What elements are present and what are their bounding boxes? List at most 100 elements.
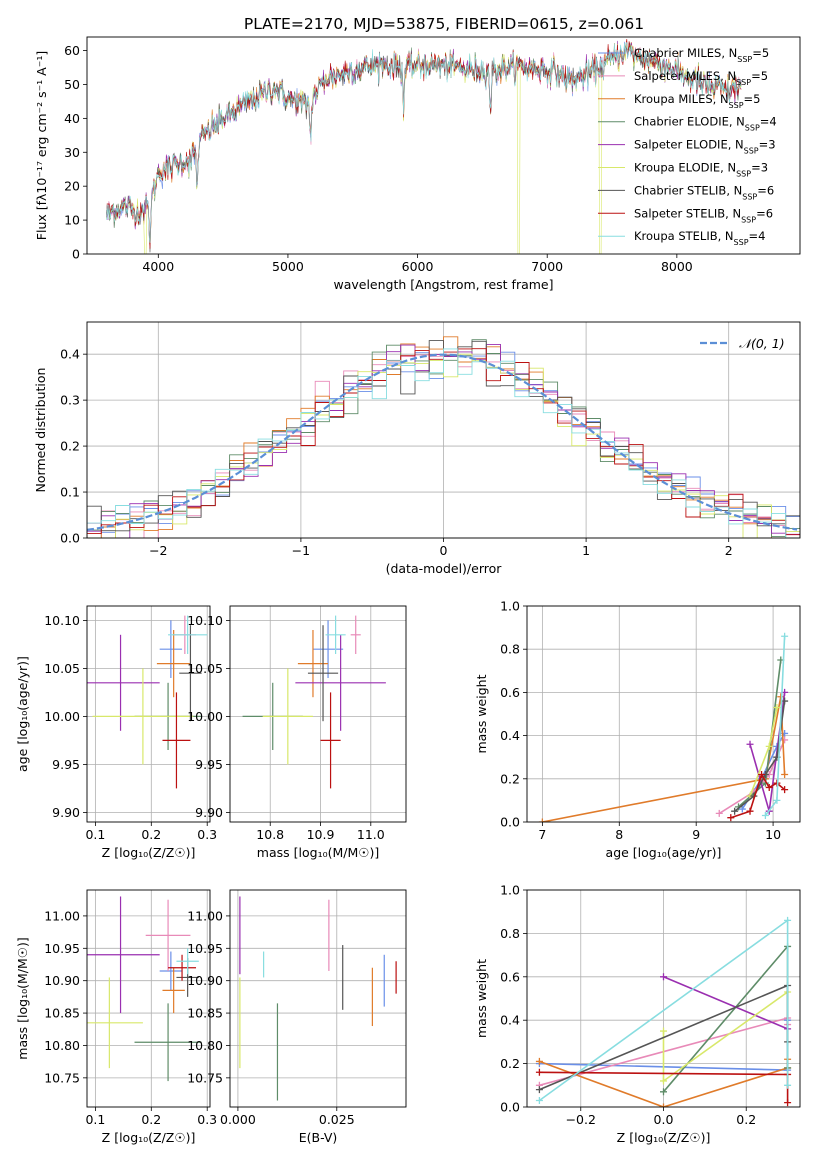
weight-marker	[660, 973, 667, 981]
y-tick-label: 0.8	[500, 642, 520, 657]
y-tick-label: 1.0	[500, 599, 520, 614]
weight-marker	[535, 1096, 543, 1104]
y-tick-label: 10.85	[187, 1006, 223, 1021]
errorbar-salpeter-miles	[145, 899, 191, 971]
x-tick-label: 0.3	[197, 1112, 217, 1127]
y-tick-label: 10.80	[44, 1038, 80, 1053]
y-tick-label: 10.05	[44, 661, 80, 676]
x-tick-label: 10.8	[256, 827, 284, 842]
y-tick-label: 60	[64, 43, 80, 58]
weight-marker	[746, 740, 754, 748]
panel-age-vs-Z: 0.1 0.2 0.3 9.90 9.95 10.00 10.05 10.10 Z [log₁₀…	[15, 605, 217, 860]
errorbar-salpeter-elodie	[295, 634, 386, 731]
y-tick-label: 50	[64, 77, 80, 92]
charts-layer: 4000 5000 6000 7000 80000102030405060wavelen…	[15, 36, 801, 1145]
panel-weight-vs-age: 7 8 9 10 0.0 0.2 0.4 0.6 0.8 1.0 age [log₁₀(age/yr…	[474, 599, 801, 860]
weight-marker	[660, 1077, 667, 1085]
y-axis-label: mass [log₁₀(M/M☉)]	[15, 937, 30, 1059]
axes-frame	[86, 36, 801, 255]
y-tick-label: 9.90	[195, 805, 223, 820]
legend-label-chabrier-stelib: Chabrier STELIB, NSSP=6	[634, 183, 774, 201]
weight-marker	[773, 796, 781, 804]
y-axis-label: mass weight	[474, 674, 489, 753]
y-tick-label: 0.4	[500, 1013, 520, 1028]
errorbar-salpeter-stelib	[320, 692, 341, 789]
panel-age-vs-mass: 10.8 10.9 11.0 9.90 9.95 10.00 10.05 10.10 mass …	[187, 605, 407, 860]
x-tick-label: 0.3	[197, 827, 217, 842]
y-axis-label: Normed distribution	[33, 368, 48, 493]
x-tick-label: 0	[440, 543, 448, 558]
y-tick-label: 0.0	[500, 815, 520, 830]
y-tick-label: 0.8	[500, 926, 520, 941]
x-axis-label: wavelength [Angstrom, rest frame]	[333, 277, 553, 292]
weight-marker	[727, 814, 735, 822]
x-tick-label: 0.000	[220, 1112, 256, 1127]
x-tick-label: 10	[765, 827, 781, 842]
weight-marker	[538, 818, 546, 822]
x-tick-label: 0.025	[319, 1112, 355, 1127]
y-tick-label: 10.95	[187, 941, 223, 956]
errorbar-chabrier-miles	[159, 951, 183, 991]
legend-label-kroupa-elodie: Kroupa ELODIE, NSSP=3	[634, 161, 768, 179]
y-tick-label: 0.0	[60, 531, 80, 546]
y-axis-label: mass weight	[474, 959, 489, 1038]
panel-weight-vs-Z: −0.2 0.0 0.2 0.0 0.2 0.4 0.6 0.8 1.0 Z [log₁₀(Z/Z…	[474, 883, 801, 1145]
y-tick-label: 0.6	[500, 969, 520, 984]
y-tick-label: 9.95	[52, 757, 80, 772]
errorbar-salpeter-stelib	[168, 954, 197, 981]
legend-label-normal: 𝒩(0, 1)	[739, 336, 785, 351]
x-tick-label: 6000	[402, 259, 434, 274]
y-tick-label: 10.85	[44, 1006, 80, 1021]
x-tick-label: 11.0	[357, 827, 385, 842]
panel-mass-vs-Z: 0.1 0.2 0.3 10.75 10.80 10.85 10.90 10.95 11.00 Z…	[15, 889, 217, 1145]
errorbar-kroupa-stelib	[325, 615, 346, 654]
spectrum-line-kroupa-stelib	[106, 41, 742, 243]
x-tick-label: 1	[582, 543, 590, 558]
weight-marker	[535, 1068, 543, 1076]
y-tick-label: 10.10	[44, 613, 80, 628]
weight-line	[542, 696, 786, 822]
plot-area	[87, 336, 800, 538]
y-tick-label: 9.90	[52, 805, 80, 820]
plot-area	[535, 916, 792, 1107]
x-tick-label: 0.1	[85, 827, 105, 842]
y-tick-label: 30	[64, 145, 80, 160]
legend-label-chabrier-elodie: Chabrier ELODIE, NSSP=4	[634, 115, 777, 133]
y-tick-label: 11.00	[187, 908, 223, 923]
plot-area	[87, 896, 202, 1082]
errorbar-chabrier-stelib	[179, 625, 202, 722]
x-tick-label: 0.2	[141, 1112, 161, 1127]
weight-marker	[765, 783, 773, 791]
y-axis-label: Flux [fλ10⁻¹⁷ erg cm⁻² s⁻¹ A⁻¹]	[34, 51, 49, 240]
y-tick-label: 10.95	[44, 941, 80, 956]
x-axis-label: E(B-V)	[299, 1130, 338, 1145]
weight-series-kroupa-stelib	[535, 916, 792, 1104]
weight-marker	[781, 786, 789, 794]
weight-marker	[781, 632, 789, 640]
y-tick-label: 10.80	[187, 1038, 223, 1053]
weight-series-kroupa-miles	[538, 693, 789, 822]
errorbar-kroupa-stelib	[168, 615, 208, 654]
errorbar-salpeter-elodie	[87, 634, 160, 731]
errorbar-kroupa-elodie	[87, 977, 143, 1069]
axes-frame	[229, 889, 407, 1108]
y-tick-label: 0.6	[500, 685, 520, 700]
legend-label-kroupa-stelib: Kroupa STELIB, NSSP=4	[634, 229, 765, 247]
legend-label-salpeter-miles: Salpeter MILES, NSSP=5	[634, 69, 768, 87]
normal-curve	[87, 353, 798, 531]
weight-marker	[535, 1057, 543, 1065]
y-tick-label: 0.0	[500, 1100, 520, 1115]
plot-area	[538, 632, 789, 822]
x-tick-label: 7	[538, 827, 546, 842]
panel-spectrum: 4000 5000 6000 7000 8000 0 10 20 30 40 50 60 wavelen…	[34, 36, 801, 292]
errorbar-chabrier-miles	[312, 620, 344, 678]
x-tick-label: 10.9	[307, 827, 335, 842]
y-tick-label: 10.75	[187, 1070, 223, 1085]
plot-area	[106, 38, 742, 254]
errorbar-salpeter-miles	[350, 615, 361, 654]
y-tick-label: 40	[64, 111, 80, 126]
x-axis-label: Z [log₁₀(Z/Z☉)]	[102, 845, 196, 860]
y-tick-label: 0.4	[500, 728, 520, 743]
legend-label-salpeter-elodie: Salpeter ELODIE, NSSP=3	[634, 138, 776, 156]
x-tick-label: 0.0	[654, 1112, 674, 1127]
